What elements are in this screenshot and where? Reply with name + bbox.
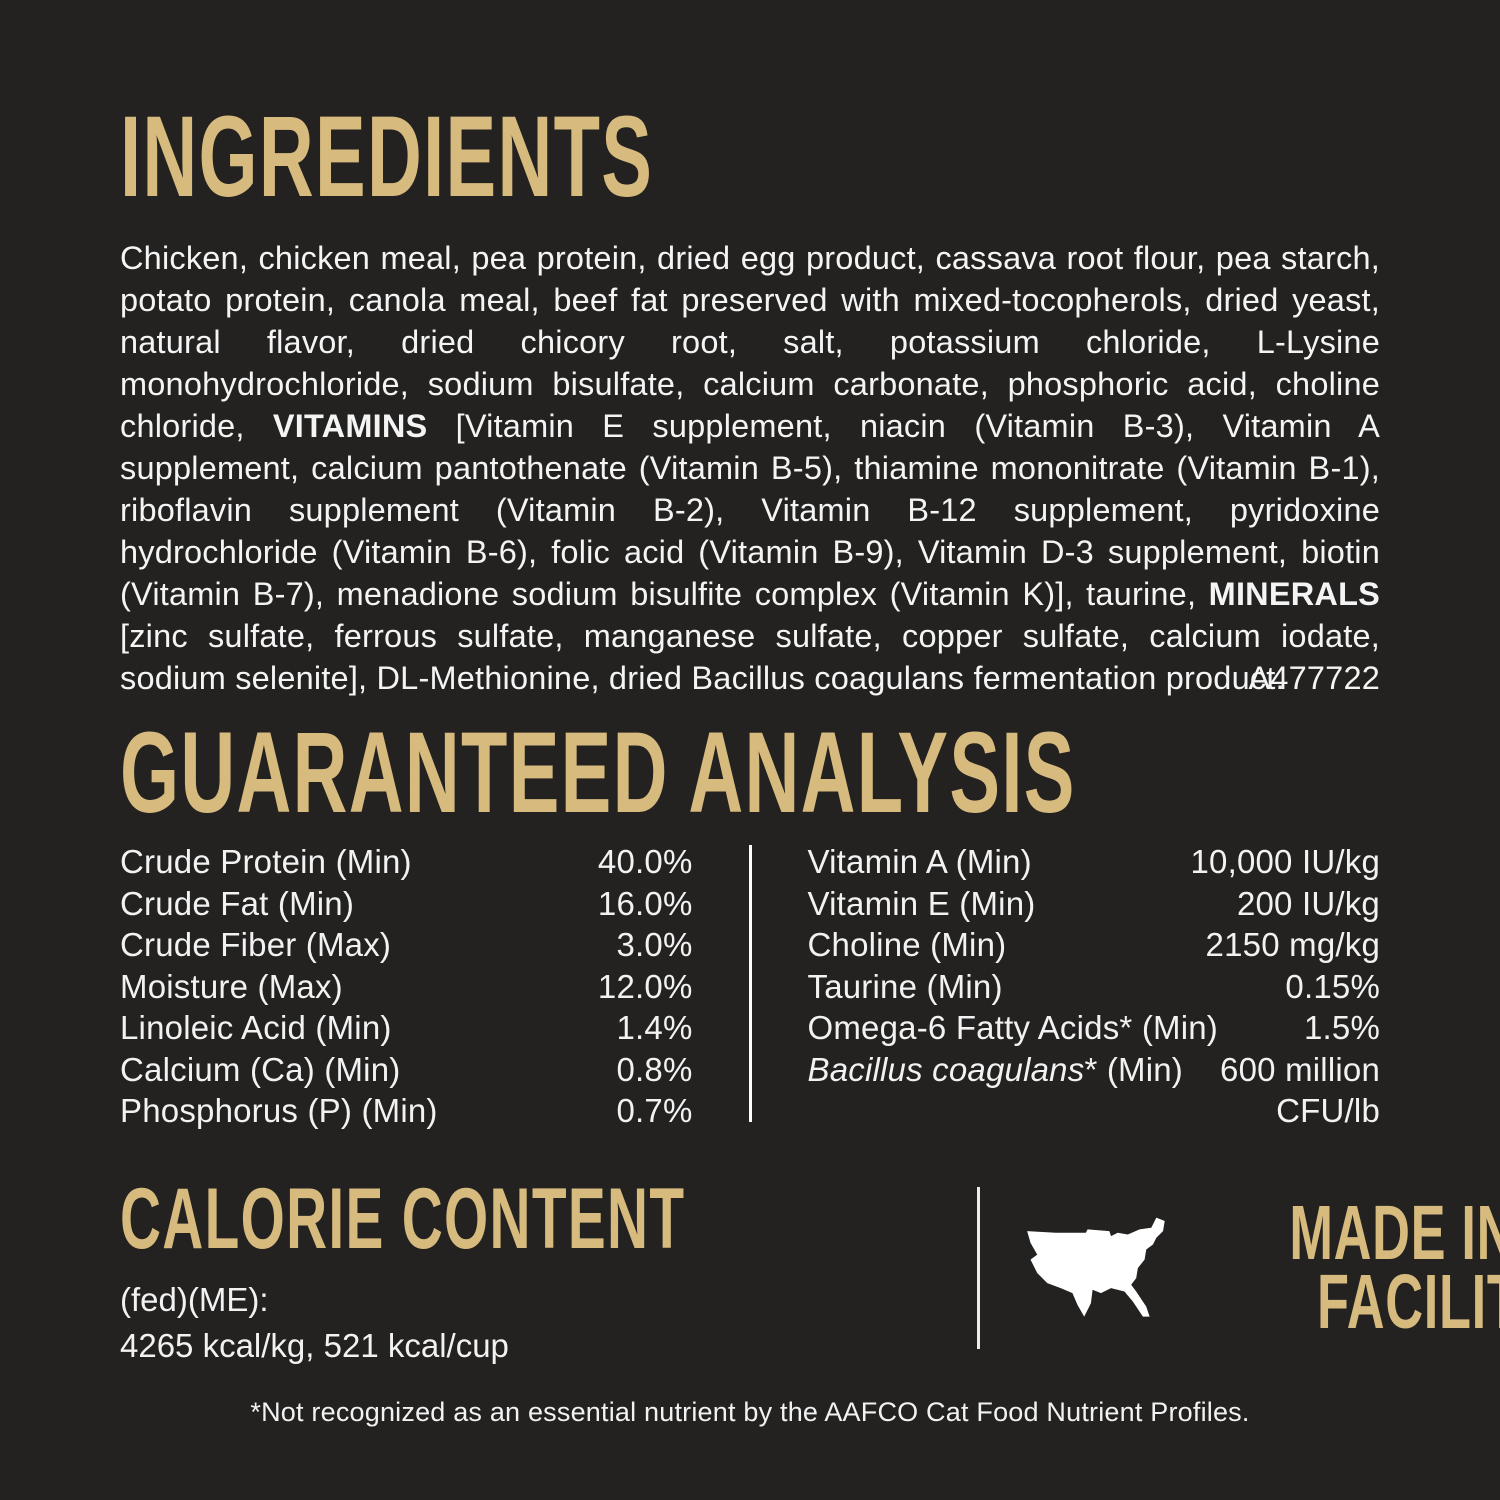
bacillus-italic-text: Bacillus coagulans <box>807 1050 1085 1088</box>
made-in-us-line2-text: FACILITIES <box>1317 1258 1500 1345</box>
ga-label: Moisture (Max) <box>120 967 343 1005</box>
made-in-us-text: MADE IN U.S. FACILITIES <box>1208 1189 1500 1345</box>
ga-value: 16.0% <box>597 884 693 922</box>
ga-left-column: Crude Protein (Min) 40.0% Crude Fat (Min… <box>120 841 693 1132</box>
vitamins-label: VITAMINS <box>272 408 428 444</box>
minerals-label: MINERALS <box>1208 576 1380 612</box>
ga-row-omega6: Omega-6 Fatty Acids* (Min) 1.5% <box>808 1007 1381 1049</box>
ga-label: Omega-6 Fatty Acids* (Min) <box>807 1009 1218 1046</box>
ga-label: Bacillus coagulans* (Min) <box>808 1049 1184 1091</box>
guaranteed-analysis-title-text: GUARANTEED ANALYSIS <box>120 709 1076 837</box>
ga-value: 2150 mg/kg <box>1205 926 1380 963</box>
ingredients-part1: Chicken, chicken meal, pea protein, drie… <box>120 240 1380 444</box>
ga-row-vitamin-a: Vitamin A (Min) 10,000 IU/kg <box>808 841 1381 883</box>
bacillus-rest-text: * (Min) <box>1084 1050 1184 1088</box>
ga-row-bacillus: Bacillus coagulans* (Min) 600 million CF… <box>808 1049 1381 1132</box>
ga-value: 0.15% <box>1285 967 1380 1005</box>
ga-value: 3.0% <box>616 926 693 963</box>
ga-label: Linoleic Acid (Min) <box>120 1009 392 1046</box>
ga-label: Crude Protein (Min) <box>120 843 412 880</box>
made-in-us-badge: MADE IN U.S. FACILITIES <box>976 1186 1500 1349</box>
bacillus-value-line2: CFU/lb <box>1276 1092 1380 1129</box>
ga-row-taurine: Taurine (Min) 0.15% <box>808 966 1381 1008</box>
calorie-content-title-text: CALORIE CONTENT <box>120 1170 686 1267</box>
ga-label: Crude Fat (Min) <box>120 884 355 922</box>
ga-label: Choline (Min) <box>807 926 1007 963</box>
ga-right-column: Vitamin A (Min) 10,000 IU/kg Vitamin E (… <box>808 841 1381 1132</box>
ga-value: 1.4% <box>616 1009 693 1046</box>
calorie-values-line: 4265 kcal/kg, 521 kcal/cup <box>120 1326 509 1364</box>
usa-map-icon <box>1026 1217 1165 1317</box>
ga-label: Calcium (Ca) (Min) <box>120 1050 401 1088</box>
ingredients-part3: [zinc sulfate, ferrous sulfate, manganes… <box>120 618 1380 696</box>
bacillus-value-line1: 600 million <box>1220 1050 1380 1088</box>
guaranteed-analysis-table: Crude Protein (Min) 40.0% Crude Fat (Min… <box>120 841 1380 1132</box>
ga-value: 1.5% <box>1303 1009 1380 1046</box>
made-in-us-line1-text: MADE IN U.S. <box>1288 1189 1500 1276</box>
calorie-basis-line: (fed)(ME): <box>120 1280 269 1318</box>
product-code: A477722 <box>1248 660 1380 696</box>
calorie-content-lines: (fed)(ME): 4265 kcal/kg, 521 kcal/cup <box>120 1277 977 1369</box>
ga-value: 0.8% <box>616 1050 693 1088</box>
aafco-footnote: *Not recognized as an essential nutrient… <box>250 1396 1250 1427</box>
bottom-row: CALORIE CONTENT (fed)(ME): 4265 kcal/kg,… <box>120 1176 1500 1369</box>
ga-row-crude-protein: Crude Protein (Min) 40.0% <box>120 841 693 883</box>
ingredients-part2: [Vitamin E supplement, niacin (Vitamin B… <box>120 408 1380 612</box>
column-divider <box>748 845 752 1122</box>
ga-label: Vitamin A (Min) <box>807 843 1032 880</box>
calorie-content-section: CALORIE CONTENT (fed)(ME): 4265 kcal/kg,… <box>120 1176 977 1369</box>
made-in-us-line2: FACILITIES <box>1208 1258 1500 1345</box>
ga-row-linoleic-acid: Linoleic Acid (Min) 1.4% <box>120 1007 693 1049</box>
ga-row-calcium: Calcium (Ca) (Min) 0.8% <box>120 1049 693 1091</box>
left-bracket <box>976 1186 980 1349</box>
ingredients-paragraph: Chicken, chicken meal, pea protein, drie… <box>120 237 1380 699</box>
guaranteed-analysis-title: GUARANTEED ANALYSIS <box>120 716 1380 831</box>
ga-label: Vitamin E (Min) <box>807 884 1036 922</box>
ingredients-title: INGREDIENTS <box>120 100 1380 215</box>
ga-value: 12.0% <box>597 967 693 1005</box>
ga-label: Phosphorus (P) (Min) <box>120 1092 438 1129</box>
ga-row-choline: Choline (Min) 2150 mg/kg <box>808 924 1381 966</box>
ga-row-vitamin-e: Vitamin E (Min) 200 IU/kg <box>808 883 1381 925</box>
ga-value: 40.0% <box>597 843 693 880</box>
ga-value: 200 IU/kg <box>1236 884 1380 922</box>
ga-label: Taurine (Min) <box>807 967 1003 1005</box>
ga-value: 600 million CFU/lb <box>1220 1049 1380 1132</box>
ga-label: Crude Fiber (Max) <box>120 926 392 963</box>
calorie-content-title: CALORIE CONTENT <box>120 1176 977 1262</box>
ingredients-title-text: INGREDIENTS <box>120 93 654 221</box>
made-in-us-line1: MADE IN U.S. <box>1208 1189 1500 1276</box>
ga-row-phosphorus: Phosphorus (P) (Min) 0.7% <box>120 1090 693 1132</box>
ga-value: 0.7% <box>616 1092 693 1129</box>
ga-row-crude-fat: Crude Fat (Min) 16.0% <box>120 883 693 925</box>
ga-row-moisture: Moisture (Max) 12.0% <box>120 966 693 1008</box>
ga-row-crude-fiber: Crude Fiber (Max) 3.0% <box>120 924 693 966</box>
ga-value: 10,000 IU/kg <box>1190 843 1380 880</box>
